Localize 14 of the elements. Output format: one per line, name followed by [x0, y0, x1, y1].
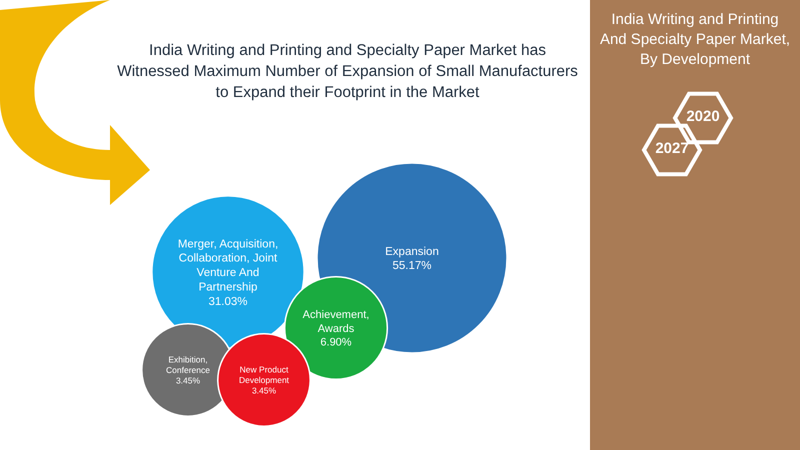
text: India Writing and Printing and Specialty Paper Market has Witnessed Maximum Number of Expansion of Small Manufacturers to Expand their Footprint in the Market: [116, 41, 579, 103]
text: 2027: [654, 140, 690, 157]
category-label: Achievement, Awards: [302, 309, 370, 335]
data-label: 6.90%: [320, 336, 352, 349]
data-label: 3.45%: [252, 386, 276, 396]
category-label: New Product Development: [238, 364, 290, 385]
data-label: 55.17%: [392, 260, 432, 272]
category-label: Merger, Acquisition, Collaboration, Joint Venture And Partnership: [178, 238, 278, 294]
text: India Writing and Printing And Specialty Paper Market, By Development: [598, 10, 792, 70]
category-label: Expansion: [385, 246, 439, 258]
category-label: Exhibition, Conference: [166, 354, 210, 375]
data-label: 31.03%: [208, 296, 248, 308]
text: 2020: [685, 108, 721, 125]
data-label: 3.45%: [176, 376, 200, 386]
